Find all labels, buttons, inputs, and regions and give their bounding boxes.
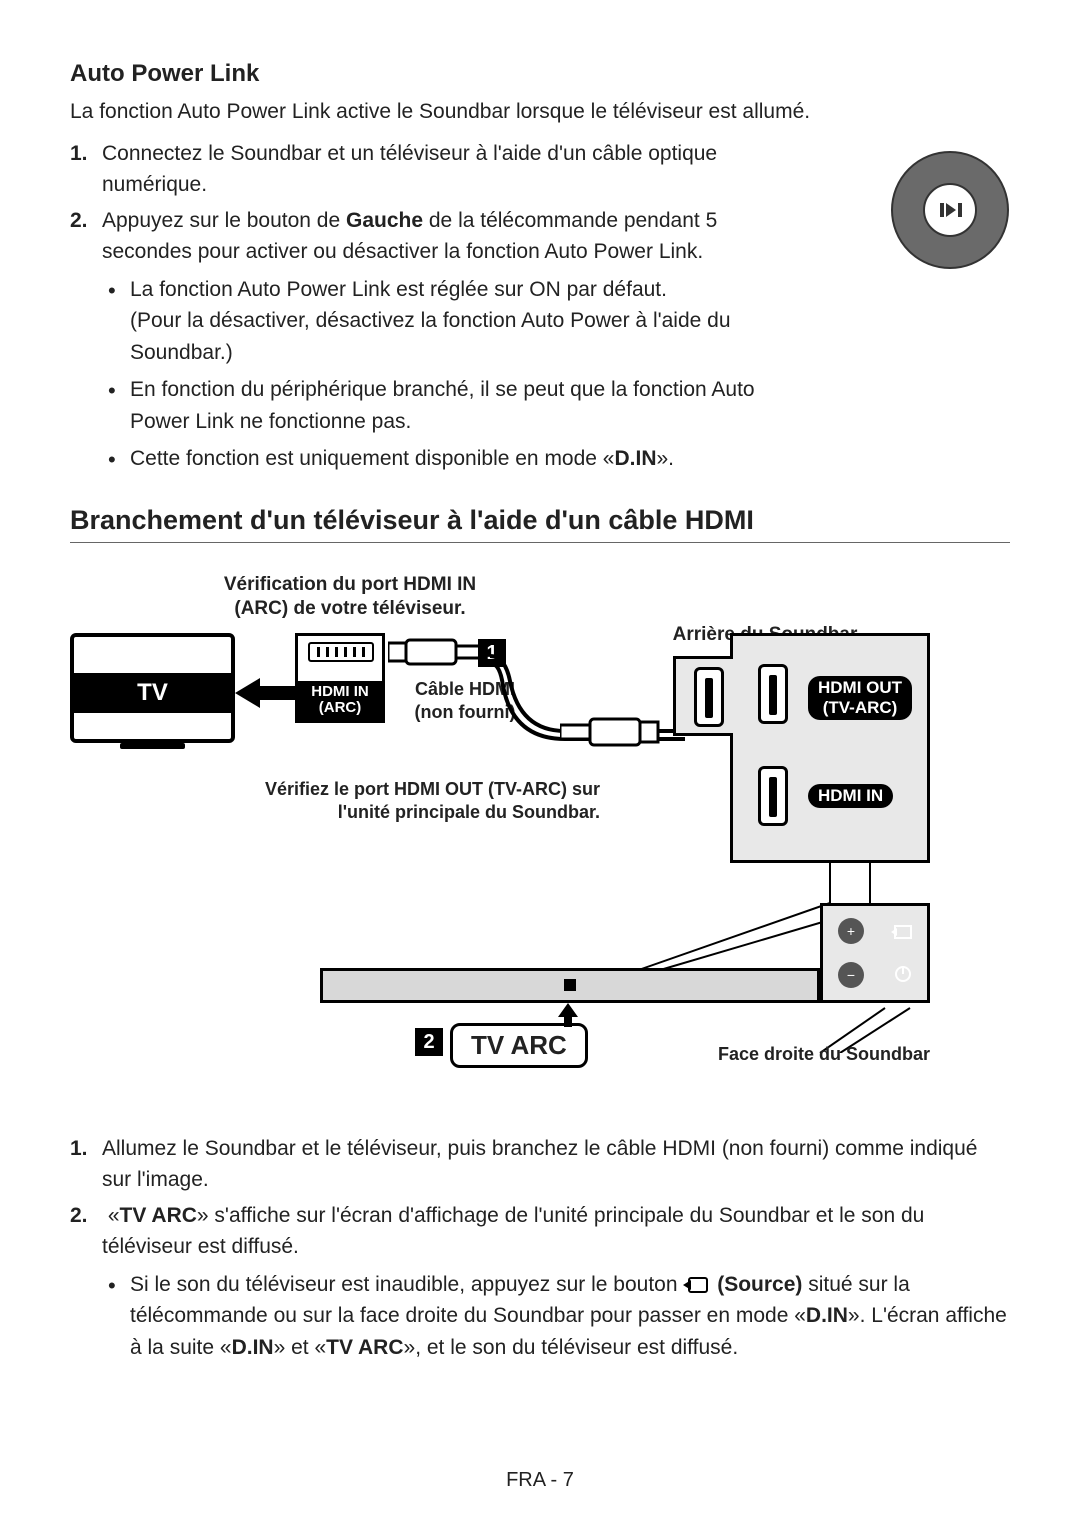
tv-hdmi-port-box: HDMI IN(ARC) (295, 633, 385, 723)
power-icon (893, 964, 913, 984)
sub-source: (Source) (717, 1273, 802, 1296)
tv-label: TV (70, 673, 235, 713)
hdmi-in-label: HDMI IN (808, 784, 893, 808)
tv-arc-box: TV ARC (450, 1023, 588, 1068)
sub-din2: D.IN (232, 1336, 274, 1359)
hdmi-plug-right (560, 713, 660, 753)
hdmi-diagram: Vérification du port HDMI IN (ARC) de vo… (70, 573, 1010, 1103)
step2-pre: « (108, 1204, 120, 1227)
sub-bullet: Si le son du téléviseur est inaudible, a… (130, 1269, 1010, 1364)
hdmi-plug-left (388, 637, 488, 667)
title-underline (70, 542, 1010, 543)
step-2: 2. Appuyez sur le bouton de Gauche de la… (102, 205, 790, 475)
step2-bold1: TV ARC (120, 1204, 197, 1227)
hdmi-step-1: 1.Allumez le Soundbar et le téléviseur, … (102, 1133, 1010, 1196)
port-2 (758, 766, 788, 826)
intro-text: La fonction Auto Power Link active le So… (70, 96, 1010, 128)
hdmi-out-label: HDMI OUT(TV-ARC) (808, 676, 912, 721)
soundbar-side-panel: + − (820, 903, 930, 1003)
section-title-auto-power-link: Auto Power Link (70, 60, 1010, 88)
bullet-3: Cette fonction est uniquement disponible… (130, 443, 790, 475)
soundbar-back-panel: HDMI OUT(TV-ARC) HDMI IN (730, 633, 930, 863)
source-inline-icon (683, 1275, 711, 1295)
bullet-3-bold: D.IN (615, 447, 657, 470)
sub-pre: Si le son du téléviseur est inaudible, a… (130, 1273, 683, 1296)
label-verify-hdmi-in: Vérification du port HDMI IN (ARC) de vo… (220, 573, 480, 622)
sub-tvarc: TV ARC (326, 1336, 403, 1359)
step-2-pre: Appuyez sur le bouton de (102, 209, 346, 232)
hdmi-in-arc-label: HDMI IN(ARC) (298, 681, 382, 720)
step-2-bold: Gauche (346, 209, 423, 232)
section-title-hdmi: Branchement d'un téléviseur à l'aide d'u… (70, 505, 1010, 536)
sub-din: D.IN (806, 1304, 848, 1327)
page-footer: FRA - 7 (0, 1469, 1080, 1492)
step2-mid: » s'affiche sur l'écran d'affichage de l… (102, 1204, 924, 1259)
step-1-text: Connectez le Soundbar et un téléviseur à… (102, 142, 717, 197)
volume-up-icon: + (838, 918, 864, 944)
hdmi-step-1-text: Allumez le Soundbar et le téléviseur, pu… (102, 1137, 977, 1192)
source-icon (891, 920, 915, 944)
bullet-1a: La fonction Auto Power Link est réglée s… (130, 278, 667, 301)
hdmi-step-2: 2. «TV ARC» s'affiche sur l'écran d'affi… (102, 1200, 1010, 1364)
badge-2: 2 (415, 1028, 443, 1056)
bullet-3-post: ». (657, 447, 675, 470)
bullet-1: La fonction Auto Power Link est réglée s… (130, 274, 790, 369)
port-1 (758, 664, 788, 724)
bullet-1b: (Pour la désactiver, désactivez la fonct… (130, 309, 731, 364)
remote-button-icon (890, 150, 1010, 270)
hdmi-out-port (694, 667, 724, 727)
bullet-3-pre: Cette fonction est uniquement disponible… (130, 447, 615, 470)
volume-down-icon: − (838, 962, 864, 988)
label-verify-hdmi-out: Vérifiez le port HDMI OUT (TV-ARC) sur l… (260, 778, 600, 825)
arrow-tv-to-port (235, 673, 295, 713)
step-1: 1.Connectez le Soundbar et un téléviseur… (102, 138, 790, 201)
soundbar-front (320, 968, 820, 1003)
bullet-2: En fonction du périphérique branché, il … (130, 374, 790, 437)
sub-mid3: » et « (274, 1336, 327, 1359)
label-face-droite: Face droite du Soundbar (670, 1043, 930, 1066)
sub-end: », et le son du téléviseur est diffusé. (404, 1336, 739, 1359)
tv-stand (120, 743, 185, 749)
